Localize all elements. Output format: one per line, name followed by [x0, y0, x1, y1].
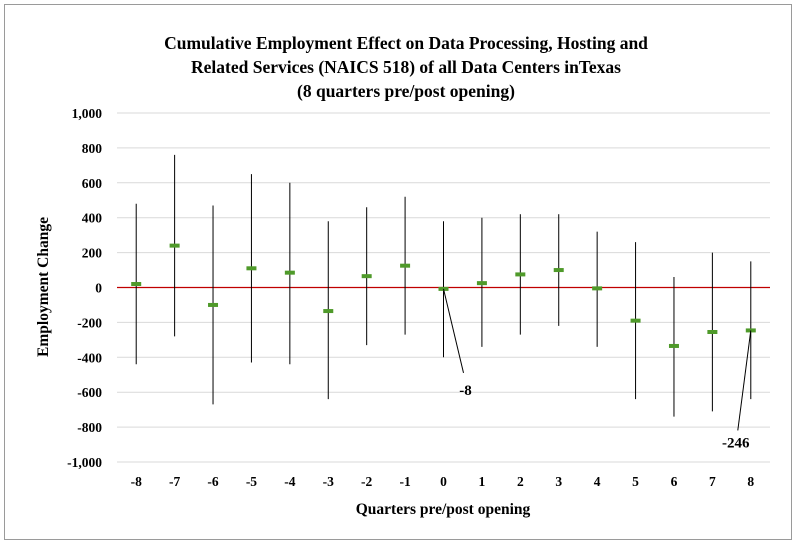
- point-marker: [668, 343, 679, 348]
- point-marker: [208, 302, 219, 307]
- x-tick-label: 6: [671, 474, 678, 489]
- chart-title-line-3: (8 quarters pre/post opening): [297, 81, 515, 101]
- y-tick-label: -800: [77, 420, 102, 435]
- y-axis-ticks: 1,000 800 600 400 200 0 -200 -400 -600 -800 -1,000: [67, 106, 102, 470]
- y-tick-label: -600: [77, 385, 102, 400]
- chart-title-line-1: Cumulative Employment Effect on Data Pro…: [164, 33, 648, 53]
- x-tick-label: -4: [284, 474, 295, 489]
- x-axis-ticks: -8 -7 -6 -5 -4 -3 -2 -1 0 1 2 3 4 5 6 7 8: [131, 474, 755, 489]
- chart-title-line-2: Related Services (NAICS 518) of all Data…: [191, 57, 621, 77]
- y-tick-label: 800: [82, 141, 103, 156]
- y-axis-title: Employment Change: [35, 217, 52, 357]
- point-marker: [707, 329, 718, 334]
- y-tick-label: 600: [82, 176, 103, 191]
- x-tick-label: 5: [632, 474, 639, 489]
- point-marker: [515, 272, 526, 277]
- point-marker: [476, 281, 487, 286]
- point-marker: [592, 286, 603, 291]
- x-tick-label: -5: [246, 474, 257, 489]
- x-tick-label: 8: [747, 474, 754, 489]
- y-tick-label: 400: [82, 211, 103, 226]
- annotation-leader: [737, 330, 752, 431]
- x-tick-label: 3: [555, 474, 562, 489]
- x-tick-label: -8: [131, 474, 142, 489]
- x-tick-label: -1: [399, 474, 410, 489]
- chart-title: Cumulative Employment Effect on Data Pro…: [164, 33, 648, 101]
- point-marker: [553, 268, 564, 273]
- y-tick-label: -1,000: [67, 455, 102, 470]
- y-tick-label: 0: [95, 281, 102, 296]
- point-marker: [246, 266, 257, 271]
- chart-frame: [4, 4, 792, 540]
- point-marker: [169, 243, 180, 248]
- y-tick-label: 1,000: [72, 106, 103, 121]
- x-tick-label: -3: [323, 474, 334, 489]
- annotation-label: -246: [722, 435, 750, 451]
- x-tick-label: 7: [709, 474, 716, 489]
- y-tick-label: 200: [82, 246, 103, 261]
- whiskers: [135, 154, 752, 417]
- x-tick-label: -2: [361, 474, 372, 489]
- annotation-leader: [443, 288, 464, 374]
- x-tick-label: 2: [517, 474, 524, 489]
- x-tick-label: 4: [594, 474, 601, 489]
- annotations: -8 -246: [443, 288, 752, 451]
- x-tick-label: 0: [440, 474, 447, 489]
- point-marker: [630, 318, 641, 323]
- x-tick-label: -6: [207, 474, 218, 489]
- gridlines: [117, 112, 770, 463]
- x-axis-title: Quarters pre/post opening: [356, 501, 531, 518]
- y-tick-label: -200: [77, 315, 102, 330]
- point-marker: [131, 282, 142, 287]
- point-marker: [400, 263, 411, 268]
- point-marker: [361, 274, 372, 279]
- point-marker: [284, 270, 295, 275]
- annotation-label: -8: [459, 383, 472, 399]
- x-tick-label: 1: [479, 474, 486, 489]
- x-tick-label: -7: [169, 474, 180, 489]
- y-tick-label: -400: [77, 350, 102, 365]
- point-marker: [323, 309, 334, 314]
